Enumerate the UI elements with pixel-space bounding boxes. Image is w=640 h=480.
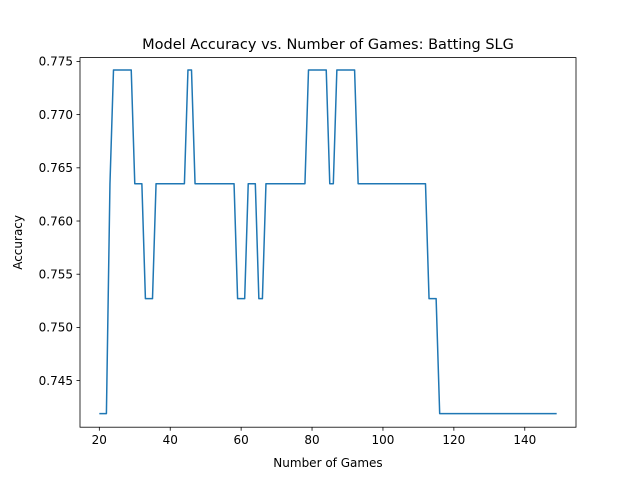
x-axis-title: Number of Games [273, 456, 382, 470]
y-tick-label: 0.750 [39, 321, 73, 335]
plot-frame [79, 57, 577, 428]
accuracy-line [99, 69, 557, 415]
y-axis: 0.745 0.750 0.755 0.760 0.765 0.770 0.775 [39, 55, 80, 388]
x-tick-label: 100 [372, 433, 395, 447]
y-tick-label: 0.760 [39, 214, 73, 228]
x-axis: 20 40 60 80 100 120 140 [92, 427, 536, 447]
y-tick-label: 0.770 [39, 108, 73, 122]
y-tick-label: 0.745 [39, 374, 73, 388]
x-tick-label: 40 [163, 433, 178, 447]
chart-title: Model Accuracy vs. Number of Games: Batt… [142, 37, 514, 53]
x-tick-label: 120 [442, 433, 465, 447]
x-tick-label: 60 [233, 433, 248, 447]
y-tick-label: 0.755 [39, 268, 73, 282]
y-axis-title: Accuracy [11, 215, 25, 270]
x-tick-label: 20 [92, 433, 107, 447]
y-tick-label: 0.775 [39, 55, 73, 69]
plot-area [99, 69, 557, 415]
x-tick-label: 80 [304, 433, 319, 447]
x-tick-label: 140 [513, 433, 536, 447]
y-tick-label: 0.765 [39, 161, 73, 175]
